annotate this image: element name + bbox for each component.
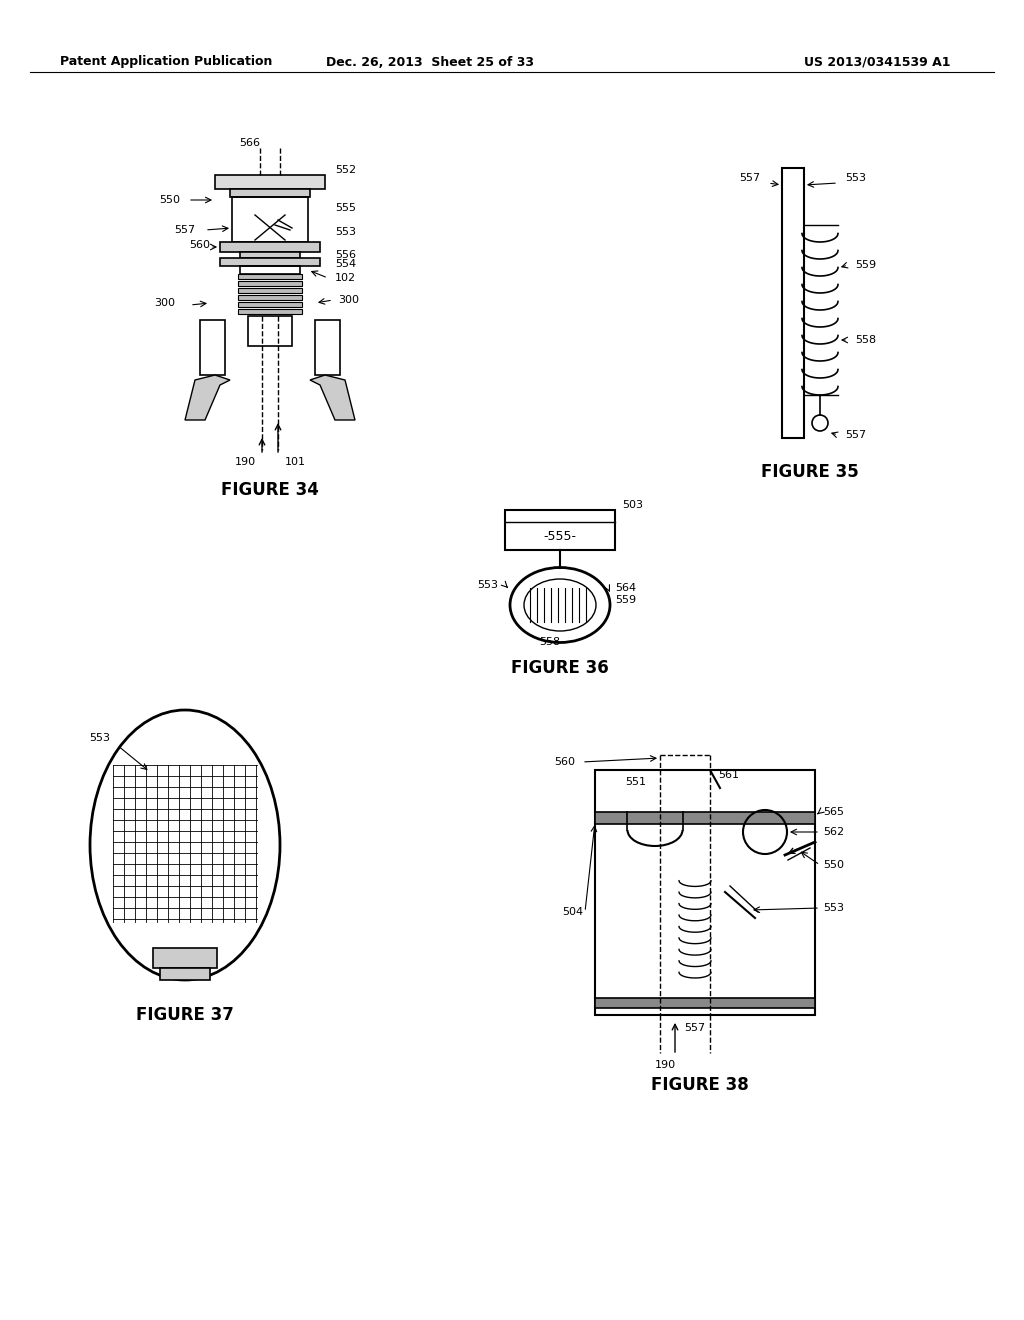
- Text: 550: 550: [823, 861, 844, 870]
- Bar: [595, 812, 815, 824]
- Bar: [238, 281, 302, 286]
- Text: 553: 553: [823, 903, 844, 913]
- Bar: [232, 197, 308, 242]
- Bar: [595, 998, 815, 1008]
- Text: FIGURE 37: FIGURE 37: [136, 1006, 233, 1024]
- Text: 552: 552: [335, 165, 356, 176]
- Text: 553: 553: [477, 579, 498, 590]
- Bar: [240, 267, 300, 275]
- Text: 560: 560: [189, 240, 210, 249]
- Bar: [238, 294, 302, 300]
- Text: -555-: -555-: [544, 529, 577, 543]
- Text: 190: 190: [654, 1060, 676, 1071]
- Text: 553: 553: [89, 733, 110, 743]
- Text: 557: 557: [684, 1023, 706, 1034]
- Text: 559: 559: [615, 595, 636, 605]
- Text: 562: 562: [823, 828, 844, 837]
- Polygon shape: [185, 375, 230, 420]
- Text: 556: 556: [335, 249, 356, 260]
- Text: 300: 300: [338, 294, 359, 305]
- Bar: [160, 968, 210, 979]
- Text: 551: 551: [625, 777, 646, 787]
- Text: 553: 553: [845, 173, 866, 183]
- Bar: [782, 168, 804, 438]
- Bar: [240, 252, 300, 257]
- Text: 557: 557: [174, 224, 195, 235]
- Bar: [153, 948, 217, 968]
- Bar: [238, 309, 302, 314]
- Text: 550: 550: [159, 195, 180, 205]
- Text: 561: 561: [718, 770, 739, 780]
- Text: 557: 557: [845, 430, 866, 440]
- Text: 555: 555: [335, 203, 356, 213]
- Text: 559: 559: [855, 260, 877, 271]
- Text: 102: 102: [335, 273, 356, 282]
- Text: 560: 560: [554, 756, 575, 767]
- Text: 565: 565: [823, 807, 844, 817]
- Polygon shape: [310, 375, 355, 420]
- Bar: [595, 770, 815, 1015]
- Text: 558: 558: [540, 638, 560, 647]
- Text: 101: 101: [285, 457, 305, 467]
- Text: 554: 554: [335, 259, 356, 269]
- Text: 300: 300: [154, 298, 175, 308]
- Bar: [315, 319, 340, 375]
- Bar: [238, 275, 302, 279]
- Text: 190: 190: [234, 457, 256, 467]
- Bar: [215, 176, 325, 189]
- Text: 558: 558: [855, 335, 877, 345]
- Bar: [505, 510, 615, 550]
- Text: 553: 553: [335, 227, 356, 238]
- Text: 503: 503: [622, 500, 643, 510]
- Text: FIGURE 34: FIGURE 34: [221, 480, 318, 499]
- Bar: [220, 257, 319, 267]
- Text: FIGURE 38: FIGURE 38: [651, 1076, 749, 1094]
- Bar: [200, 319, 225, 375]
- Text: FIGURE 35: FIGURE 35: [761, 463, 859, 480]
- Text: Patent Application Publication: Patent Application Publication: [60, 55, 272, 69]
- Bar: [230, 189, 310, 197]
- Bar: [238, 302, 302, 308]
- Text: US 2013/0341539 A1: US 2013/0341539 A1: [804, 55, 950, 69]
- Text: 566: 566: [239, 139, 260, 148]
- Bar: [220, 242, 319, 252]
- Text: Dec. 26, 2013  Sheet 25 of 33: Dec. 26, 2013 Sheet 25 of 33: [326, 55, 534, 69]
- Bar: [248, 315, 292, 346]
- Text: 504: 504: [562, 907, 583, 917]
- Text: FIGURE 36: FIGURE 36: [511, 659, 609, 677]
- Text: 557: 557: [739, 173, 760, 183]
- Text: 564: 564: [615, 583, 636, 593]
- Bar: [238, 288, 302, 293]
